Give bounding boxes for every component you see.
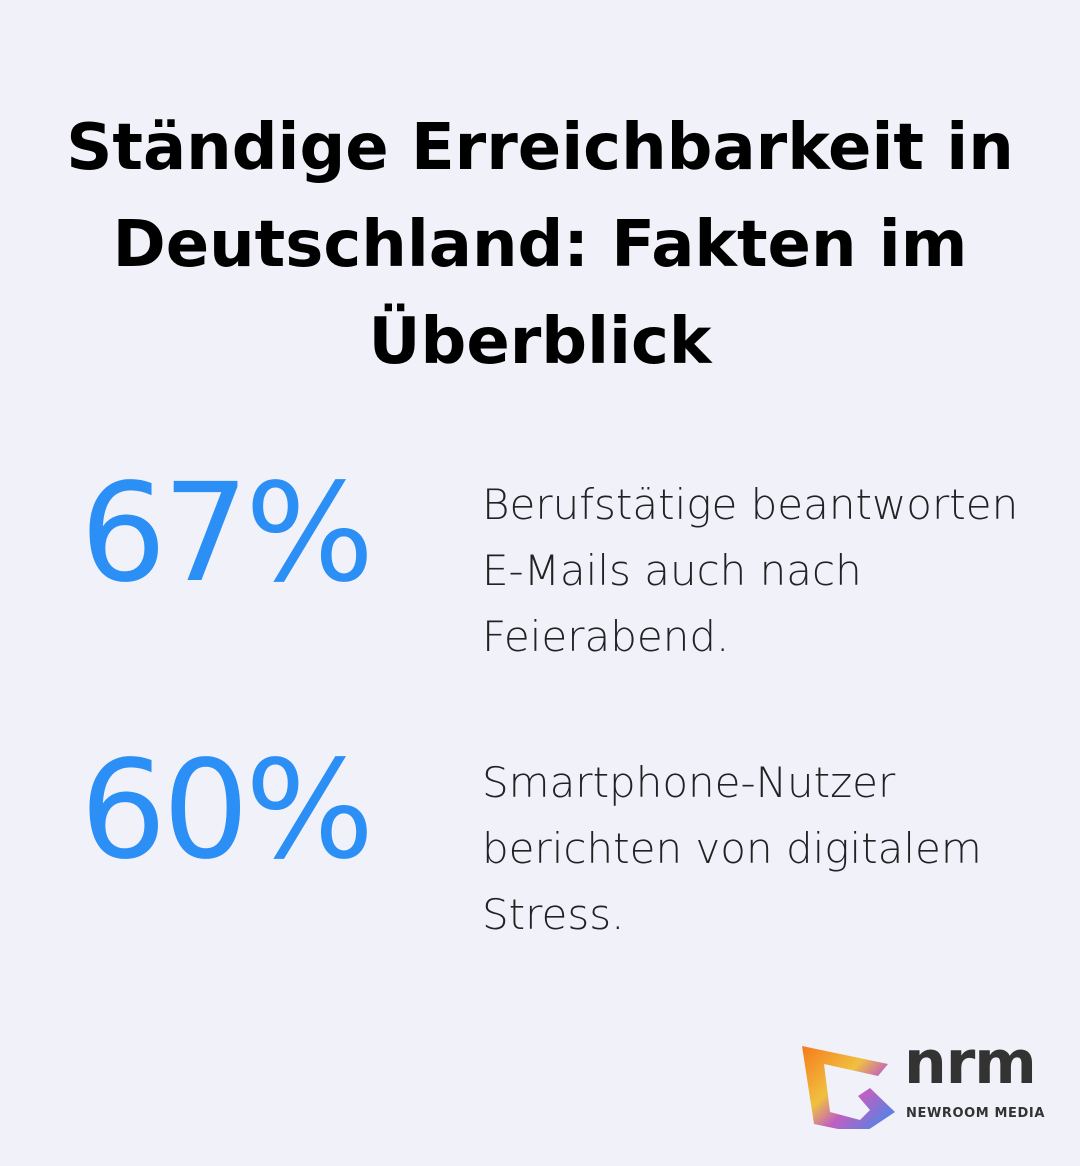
stat-value-2: 60% (80, 732, 374, 890)
logo-mark-icon (802, 1046, 895, 1134)
newroom-media-logo: nrm NEWROOM MEDIA (800, 1028, 1050, 1134)
logo-name: nrm (904, 1028, 1037, 1098)
stat-text-2: Smartphone-Nutzer berichten von digitale… (482, 758, 982, 939)
logo-subtitle: NEWROOM MEDIA (906, 1106, 1045, 1121)
stat-text-1: Berufstätige beantworten E-Mails auch na… (482, 480, 1019, 661)
page-title: Ständige Erreichbarkeit in Deutschland: … (66, 111, 1014, 379)
stat-value-1: 67% (80, 455, 374, 613)
